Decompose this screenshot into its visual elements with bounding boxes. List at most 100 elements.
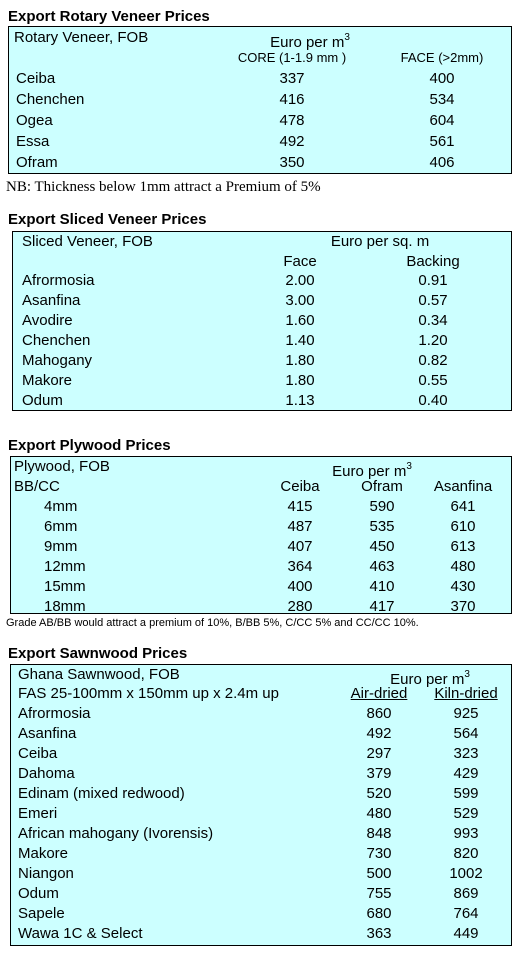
table-box	[10, 664, 512, 946]
cell-value: 416	[279, 91, 305, 108]
cell-value: 993	[453, 825, 479, 842]
cell-value: 869	[453, 885, 479, 902]
row-label: Sapele	[18, 905, 65, 922]
row-label: Avodire	[22, 312, 73, 329]
cell-value: 1.13	[285, 392, 315, 409]
cell-value: 500	[366, 865, 392, 882]
row-label: Makore	[22, 372, 73, 389]
cell-value: 2.00	[285, 272, 315, 289]
cell-value: 604	[429, 112, 455, 129]
cell-value: 534	[429, 91, 455, 108]
cell-value: 492	[366, 725, 392, 742]
cell-value: 406	[429, 154, 455, 171]
subheader: BB/CC	[14, 478, 60, 495]
column-header: Kiln-dried	[434, 685, 498, 702]
unit-superscript: 3	[406, 461, 412, 472]
row-label: Edinam (mixed redwood)	[18, 785, 185, 802]
unit-label: Euro per m3	[270, 32, 350, 51]
row-label: Odum	[18, 885, 59, 902]
column-header: Air-dried	[350, 685, 408, 702]
cell-value: 564	[453, 725, 479, 742]
cell-value: 535	[369, 518, 395, 535]
row-label: Niangon	[18, 865, 74, 882]
cell-value: 400	[287, 578, 313, 595]
unit-superscript: 3	[464, 669, 470, 680]
cell-value: 370	[450, 598, 476, 615]
row-label: 12mm	[44, 558, 86, 575]
row-label: Wawa 1C & Select	[18, 925, 143, 942]
row-label: Afrormosia	[18, 705, 91, 722]
cell-value: 529	[453, 805, 479, 822]
row-label: 6mm	[44, 518, 78, 535]
cell-value: 429	[453, 765, 479, 782]
cell-value: 3.00	[285, 292, 315, 309]
table-label: Sliced Veneer, FOB	[22, 233, 153, 250]
section-title: Export Sawnwood Prices	[8, 645, 188, 662]
row-label: Ogea	[16, 112, 53, 129]
column-header: CORE (1-1.9 mm )	[237, 50, 347, 65]
section-title: Export Sliced Veneer Prices	[8, 211, 207, 228]
cell-value: 350	[279, 154, 305, 171]
cell-value: 0.82	[418, 352, 448, 369]
cell-value: 480	[450, 558, 476, 575]
row-label: Chenchen	[22, 332, 91, 349]
cell-value: 1.40	[285, 332, 315, 349]
column-header: Asanfina	[433, 478, 493, 495]
cell-value: 430	[450, 578, 476, 595]
row-label: African mahogany (Ivorensis)	[18, 825, 214, 842]
table-box	[12, 231, 512, 411]
cell-value: 363	[366, 925, 392, 942]
row-label: Odum	[22, 392, 63, 409]
cell-value: 1002	[449, 865, 483, 882]
row-label: 15mm	[44, 578, 86, 595]
row-label: Mahogany	[22, 352, 93, 369]
cell-value: 755	[366, 885, 392, 902]
row-label: Ceiba	[16, 70, 56, 87]
cell-value: 1.80	[285, 352, 315, 369]
cell-value: 680	[366, 905, 392, 922]
cell-value: 487	[287, 518, 313, 535]
section-title: Export Plywood Prices	[8, 437, 171, 454]
cell-value: 1.60	[285, 312, 315, 329]
row-label: 4mm	[44, 498, 78, 515]
subheader: FAS 25-100mm x 150mm up x 2.4m up	[18, 685, 279, 702]
row-label: Dahoma	[18, 765, 75, 782]
column-header: Ofram	[361, 478, 403, 495]
cell-value: 0.57	[418, 292, 448, 309]
cell-value: 590	[369, 498, 395, 515]
unit-superscript: 3	[344, 32, 350, 43]
table-label: Plywood, FOB	[14, 458, 110, 475]
cell-value: 848	[366, 825, 392, 842]
cell-value: 450	[369, 538, 395, 555]
cell-value: 407	[287, 538, 313, 555]
cell-value: 417	[369, 598, 395, 615]
cell-value: 764	[453, 905, 479, 922]
cell-value: 613	[450, 538, 476, 555]
table-label: Ghana Sawnwood, FOB	[18, 666, 180, 683]
column-header: Ceiba	[280, 478, 320, 495]
row-label: Chenchen	[16, 91, 85, 108]
cell-value: 463	[369, 558, 395, 575]
cell-value: 364	[287, 558, 313, 575]
row-label: Emeri	[18, 805, 58, 822]
unit-label: Euro per sq. m	[330, 233, 430, 250]
cell-value: 820	[453, 845, 479, 862]
row-label: Ceiba	[18, 745, 58, 762]
row-label: Asanfina	[22, 292, 81, 309]
section-title: Export Rotary Veneer Prices	[8, 8, 210, 25]
cell-value: 599	[453, 785, 479, 802]
cell-value: 337	[279, 70, 305, 87]
column-header: Backing	[406, 253, 460, 270]
cell-value: 520	[366, 785, 392, 802]
cell-value: 1.80	[285, 372, 315, 389]
cell-value: 641	[450, 498, 476, 515]
note: NB: Thickness below 1mm attract a Premiu…	[6, 179, 321, 195]
cell-value: 415	[287, 498, 313, 515]
cell-value: 561	[429, 133, 455, 150]
cell-value: 0.55	[418, 372, 448, 389]
table-box	[8, 26, 512, 174]
cell-value: 480	[366, 805, 392, 822]
unit-label: Euro per m3	[332, 461, 412, 480]
row-label: Essa	[16, 133, 50, 150]
